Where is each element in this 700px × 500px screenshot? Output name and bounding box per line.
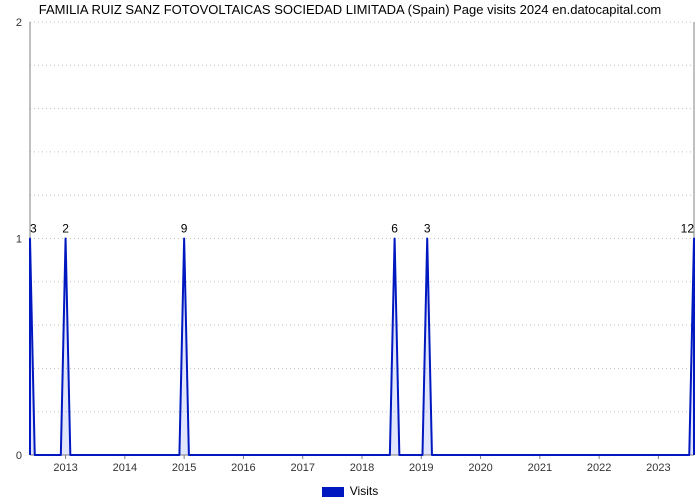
svg-text:2013: 2013: [53, 462, 77, 474]
legend-label: Visits: [350, 484, 378, 498]
svg-text:2022: 2022: [587, 462, 611, 474]
svg-text:2014: 2014: [113, 462, 137, 474]
chart-legend: Visits: [0, 484, 700, 498]
svg-text:2018: 2018: [350, 462, 374, 474]
svg-text:0: 0: [16, 450, 22, 462]
svg-text:1: 1: [16, 234, 22, 246]
visits-line-chart: 0122013201420152016201720182019202020212…: [0, 0, 700, 480]
svg-text:12: 12: [681, 222, 695, 236]
svg-text:2019: 2019: [409, 462, 433, 474]
svg-text:6: 6: [391, 222, 398, 236]
svg-text:3: 3: [30, 222, 37, 236]
chart-container: { "title": "FAMILIA RUIZ SANZ FOTOVOLTAI…: [0, 0, 700, 500]
svg-text:2017: 2017: [290, 462, 314, 474]
svg-text:2021: 2021: [528, 462, 552, 474]
svg-text:9: 9: [181, 222, 188, 236]
legend-swatch: [322, 487, 344, 497]
svg-text:2016: 2016: [231, 462, 255, 474]
svg-text:2: 2: [16, 17, 22, 29]
svg-text:2: 2: [62, 222, 69, 236]
svg-text:3: 3: [424, 222, 431, 236]
svg-text:2023: 2023: [646, 462, 670, 474]
svg-text:2020: 2020: [468, 462, 492, 474]
svg-text:2015: 2015: [172, 462, 196, 474]
